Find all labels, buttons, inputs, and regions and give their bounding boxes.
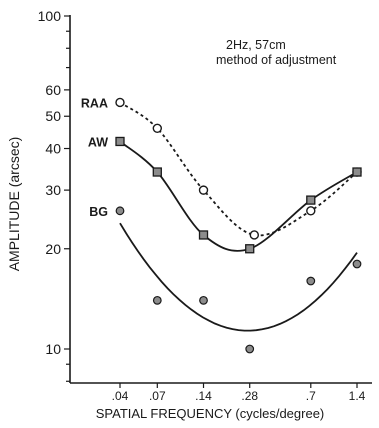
data-point-bg	[152, 295, 162, 305]
data-point-raa	[249, 230, 260, 240]
x-tick-label: .07	[149, 389, 166, 403]
y-tick-label: 10	[45, 341, 61, 357]
data-point-bg	[352, 259, 362, 269]
y-tick-label: 20	[45, 241, 61, 257]
y-tick-label: 30	[45, 182, 61, 198]
data-point-aw	[115, 136, 125, 147]
data-point-aw	[152, 167, 162, 177]
series-label-bg: BG	[89, 205, 108, 219]
y-axis-label: AMPLITUDE (arcsec)	[6, 137, 22, 272]
data-point-aw	[352, 167, 362, 177]
series-label-aw: AW	[88, 135, 108, 149]
data-point-aw	[306, 195, 316, 205]
annotation-line-2: method of adjustment	[216, 53, 337, 67]
data-point-raa	[306, 206, 316, 216]
series-label-raa: RAA	[81, 96, 108, 110]
x-tick-label: .04	[112, 389, 129, 403]
data-point-raa	[152, 123, 163, 134]
y-tick-label: 100	[38, 8, 62, 24]
x-tick-label: 1.4	[349, 389, 366, 403]
x-tick-label: .28	[241, 389, 258, 403]
data-point-bg	[306, 276, 316, 286]
series-curve-bg	[119, 222, 358, 332]
x-tick-label: .14	[195, 389, 212, 403]
data-point-raa	[198, 185, 209, 195]
labels: 2Hz, 57cm method of adjustment SPATIAL F…	[6, 38, 337, 421]
y-tick-label: 60	[45, 82, 61, 98]
annotation-line-1: 2Hz, 57cm	[226, 38, 286, 52]
data-point-raa	[115, 97, 125, 108]
axes: 10 20 30 40 50 60 100 .04 .07 .14 .28 .7 1.4	[38, 8, 372, 403]
x-axis-label: SPATIAL FREQUENCY (cycles/degree)	[96, 406, 325, 421]
data-point-bg	[245, 344, 255, 354]
data-point-aw	[245, 244, 255, 254]
y-tick-label: 40	[45, 141, 61, 157]
data-point-bg	[115, 206, 125, 216]
data-point-bg	[199, 295, 208, 305]
data-point-aw	[198, 230, 209, 240]
data-marks: RAA AW BG	[81, 96, 362, 354]
series-curve-aw	[119, 140, 358, 252]
x-tick-label: .7	[306, 389, 316, 403]
y-tick-label: 50	[45, 108, 61, 124]
